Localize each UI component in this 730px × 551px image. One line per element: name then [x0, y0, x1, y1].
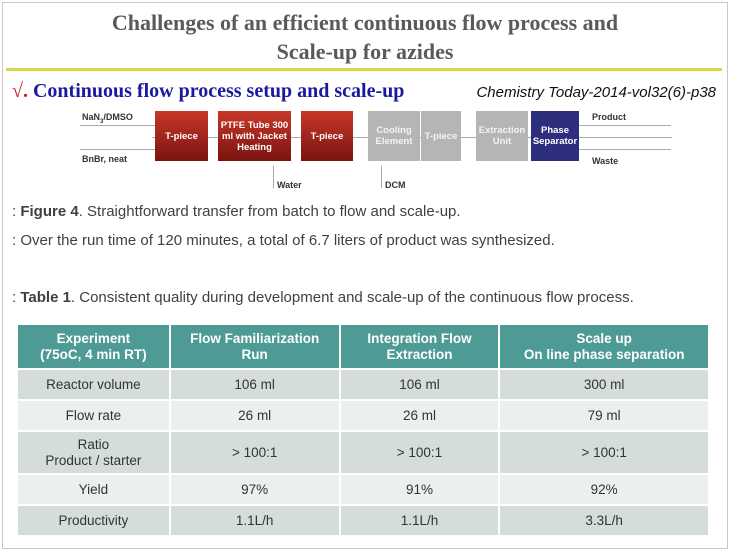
- divider: [6, 68, 722, 71]
- header-flow-familiarization: Flow Familiarization Run: [169, 325, 341, 369]
- extraction-unit: Extraction Unit: [476, 111, 528, 161]
- citation: Chemistry Today-2014-vol32(6)-p38: [476, 84, 716, 101]
- slide-title: Challenges of an efficient continuous fl…: [111, 10, 619, 64]
- header-experiment: Experiment (75oC, 4 min RT): [18, 325, 171, 369]
- table-cell: > 100:1: [169, 430, 341, 474]
- check-icon: √.: [12, 80, 28, 102]
- output-waste: Waste: [592, 156, 619, 166]
- table-header: Experiment (75oC, 4 min RT) Flow Familiar…: [18, 325, 710, 369]
- input-water: Water: [277, 180, 302, 190]
- table-cell: > 100:1: [339, 430, 501, 474]
- table-cell: 106 ml: [339, 368, 501, 400]
- table-cell: 92%: [499, 473, 710, 505]
- table-cell: > 100:1: [499, 430, 710, 474]
- table-caption: : Table 1. Consistent quality during dev…: [12, 289, 634, 306]
- cooling-element: Cooling Element: [368, 111, 420, 161]
- phase-separator: Phase Separator: [531, 111, 579, 161]
- tpiece-1: T-piece: [155, 111, 208, 161]
- table-row: Flow rate 26 ml 26 ml 79 ml: [18, 399, 710, 431]
- table-cell: 106 ml: [169, 368, 341, 400]
- section-heading: √. Continuous flow process setup and sca…: [12, 80, 405, 102]
- input-bnbr: BnBr, neat: [82, 154, 128, 164]
- table-cell: Yield: [18, 473, 171, 505]
- table-row: Reactor volume 106 ml 106 ml 300 ml: [18, 368, 710, 400]
- run-note: : Over the run time of 120 minutes, a to…: [12, 232, 555, 249]
- output-product: Product: [592, 112, 627, 122]
- table-cell: 1.1L/h: [339, 504, 501, 535]
- table-cell: Productivity: [18, 504, 171, 535]
- tpiece-3: T-piece: [421, 111, 461, 161]
- results-table: Experiment (75oC, 4 min RT) Flow Familiar…: [18, 325, 710, 535]
- input-nan3: NaN3/DMSO: [82, 112, 133, 125]
- flow-diagram: NaN3/DMSO BnBr, neat T-piece PTFE Tube 3…: [80, 108, 680, 198]
- table-cell: 97%: [169, 473, 341, 505]
- table-cell: Flow rate: [18, 399, 171, 431]
- table-cell: 79 ml: [499, 399, 710, 431]
- table-row: Ratio Product / starter > 100:1 > 100:1 > 1…: [18, 430, 710, 474]
- table-cell: 300 ml: [499, 368, 710, 400]
- table-cell: 1.1L/h: [169, 504, 341, 535]
- table-cell: 3.3L/h: [499, 504, 710, 535]
- tpiece-2: T-piece: [301, 111, 353, 161]
- table-row: Productivity 1.1L/h 1.1L/h 3.3L/h: [18, 504, 710, 535]
- input-dcm: DCM: [385, 180, 406, 190]
- table-cell: 91%: [339, 473, 501, 505]
- table-row: Yield 97% 91% 92%: [18, 473, 710, 505]
- table-cell: 26 ml: [339, 399, 501, 431]
- figure-caption: : Figure 4. Straightforward transfer fro…: [12, 203, 461, 220]
- header-scale-up: Scale up On line phase separation: [499, 325, 710, 369]
- table-cell: 26 ml: [169, 399, 341, 431]
- table-cell: Ratio Product / starter: [18, 430, 171, 474]
- table-cell: Reactor volume: [18, 368, 171, 400]
- ptfe-tube: PTFE Tube 300 ml with Jacket Heating: [218, 111, 291, 161]
- header-integration-flow: Integration Flow Extraction: [339, 325, 501, 369]
